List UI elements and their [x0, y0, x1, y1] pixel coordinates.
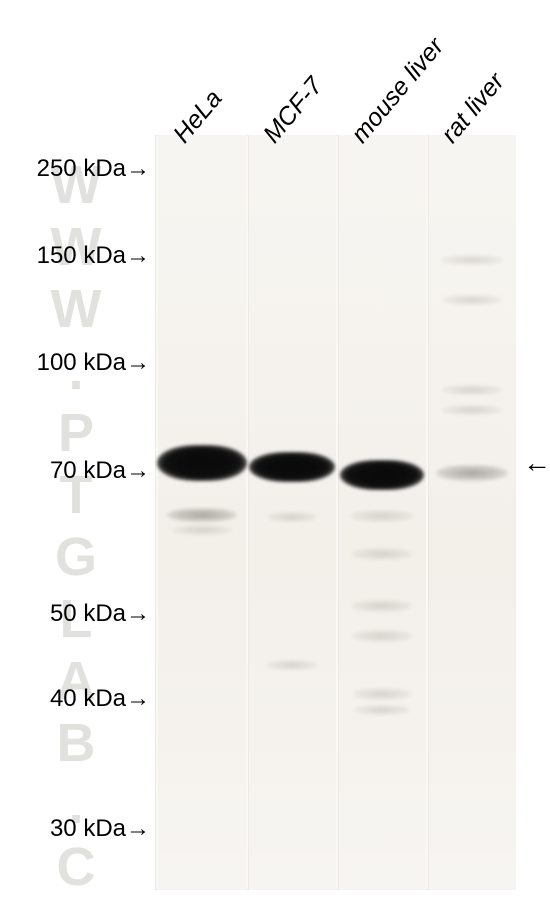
mw-marker: 30 kDa→ [0, 815, 150, 843]
band [352, 630, 412, 642]
band [167, 508, 237, 522]
mw-marker: 150 kDa→ [0, 242, 150, 270]
band [352, 600, 412, 612]
western-blot-figure: WWW.PTGLAB.COM HeLaMCF-7mouse liverrat l… [0, 0, 550, 903]
band [353, 688, 411, 700]
band [249, 452, 335, 482]
band [442, 385, 502, 395]
band [172, 525, 232, 535]
band [340, 460, 424, 490]
band [436, 465, 508, 481]
band [442, 295, 502, 305]
mw-marker: 50 kDa→ [0, 600, 150, 628]
mw-marker: 70 kDa→ [0, 457, 150, 485]
mw-marker: 100 kDa→ [0, 349, 150, 377]
mw-marker: 250 kDa→ [0, 155, 150, 183]
band [440, 255, 504, 265]
band [350, 510, 414, 522]
mw-marker: 40 kDa→ [0, 685, 150, 713]
band [267, 512, 317, 522]
lane [428, 135, 516, 890]
band [442, 405, 502, 415]
target-band-arrow: ← [523, 447, 550, 479]
band [157, 445, 247, 481]
lane-separator [338, 135, 339, 890]
lane-separator [428, 135, 429, 890]
band [354, 705, 410, 715]
band [267, 660, 317, 670]
lane-separator [248, 135, 249, 890]
band [352, 548, 412, 560]
lane-label: mouse liver [346, 32, 450, 149]
